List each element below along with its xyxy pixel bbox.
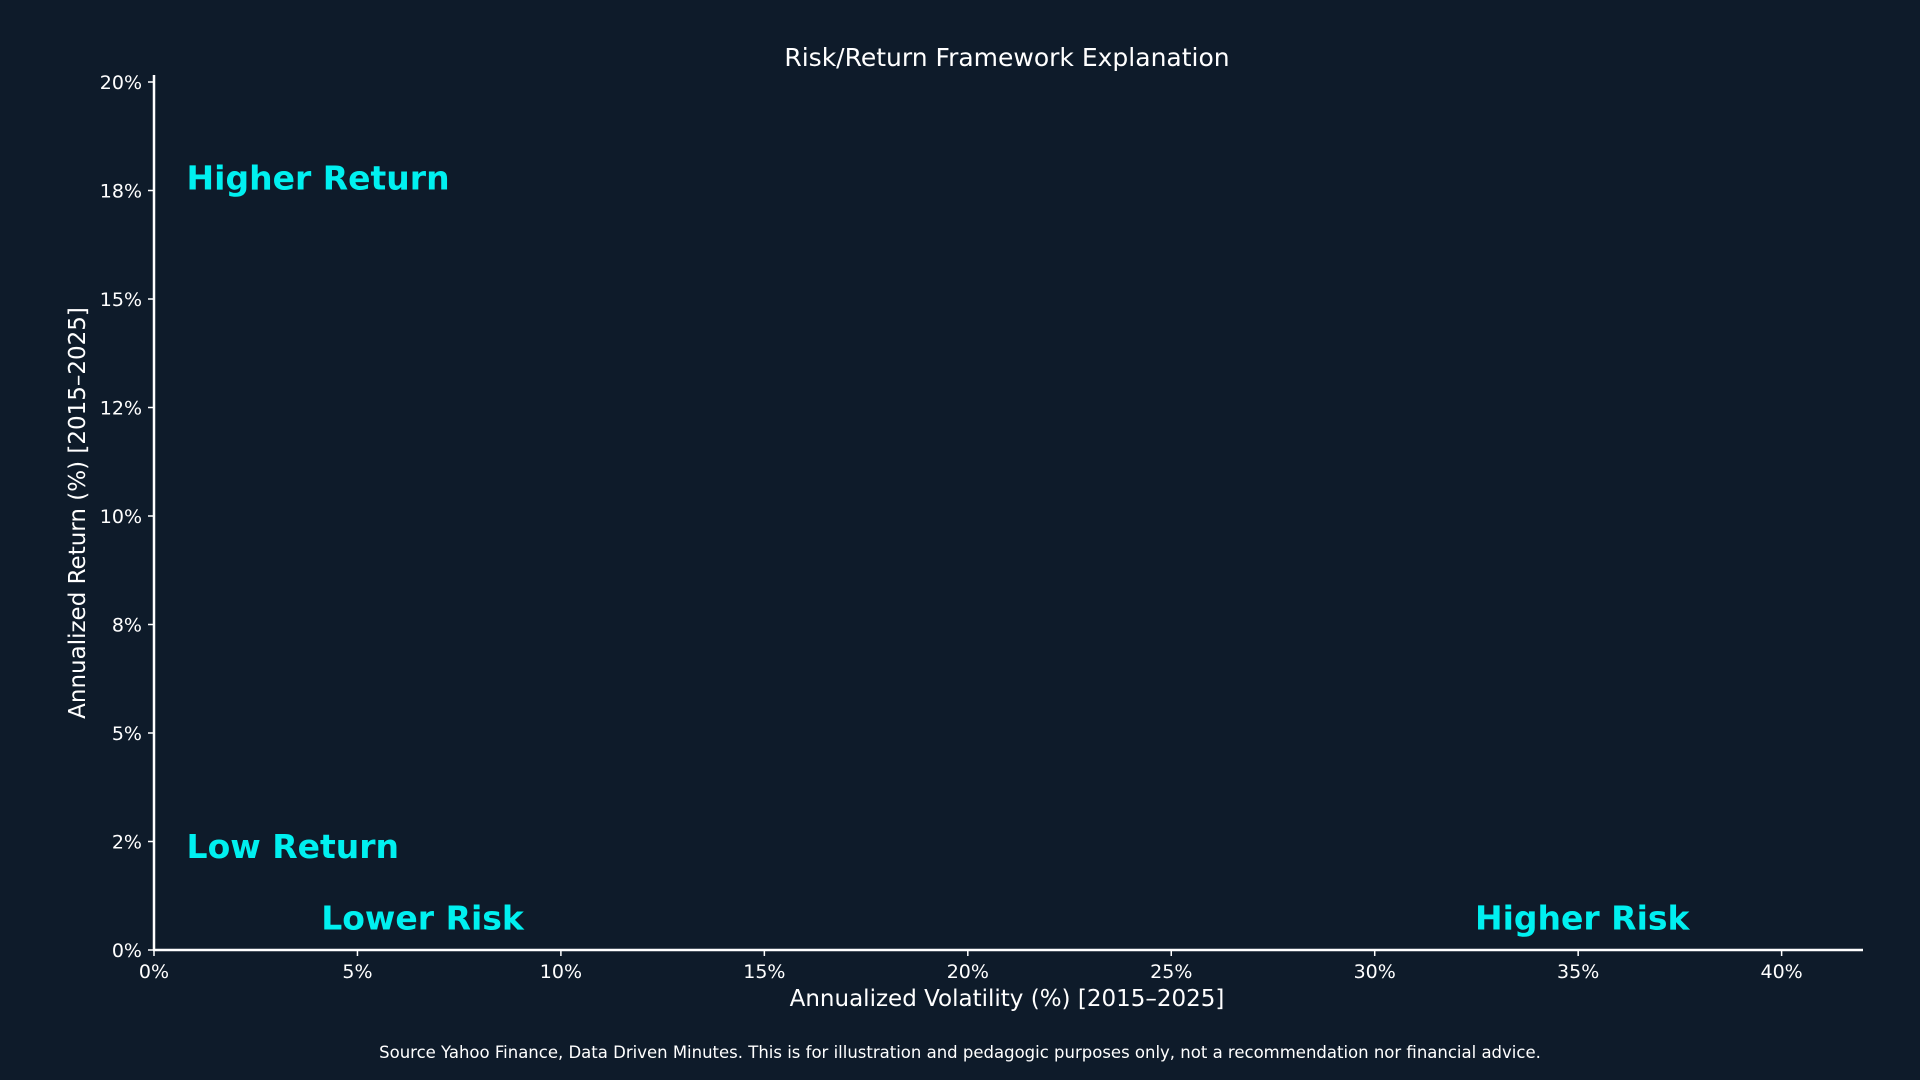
y-tick-label: 20% — [100, 72, 142, 94]
x-tick-label: 20% — [947, 961, 989, 983]
x-tick-label: 40% — [1761, 961, 1803, 983]
y-tick-label: 10% — [100, 506, 142, 528]
x-axis-label: Annualized Volatility (%) [2015–2025] — [790, 986, 1225, 1012]
x-tick-label: 5% — [342, 961, 372, 983]
x-axis-ticks: 0% 5% 10% 15% 20% 25% 30% 35% 40% — [139, 950, 1803, 983]
y-tick-label: 0% — [112, 940, 142, 962]
x-tick-label: 25% — [1150, 961, 1192, 983]
quadrant-annotation: Lower Risk — [321, 898, 525, 937]
y-axis-label: Annualized Return (%) [2015–2025] — [65, 307, 91, 719]
quadrant-annotation: Low Return — [187, 827, 400, 866]
quadrant-annotation: Higher Risk — [1475, 898, 1691, 937]
y-tick-label: 18% — [100, 181, 142, 203]
chart-title: Risk/Return Framework Explanation — [784, 43, 1229, 72]
x-tick-label: 10% — [540, 961, 582, 983]
y-tick-label: 15% — [100, 289, 142, 311]
x-tick-label: 0% — [139, 961, 169, 983]
x-tick-label: 35% — [1557, 961, 1599, 983]
source-footnote: Source Yahoo Finance, Data Driven Minute… — [379, 1043, 1541, 1062]
quadrant-annotation: Higher Return — [187, 158, 450, 197]
y-tick-label: 12% — [100, 398, 142, 420]
y-tick-label: 5% — [112, 723, 142, 745]
y-tick-label: 2% — [112, 832, 142, 854]
x-tick-label: 15% — [743, 961, 785, 983]
y-tick-label: 8% — [112, 615, 142, 637]
annotations-layer: Higher Return Low Return Lower Risk Higher … — [187, 158, 1691, 937]
y-axis-ticks: 0% 2% 5% 8% 10% 12% 15% 18% 20% — [100, 72, 154, 962]
x-tick-label: 30% — [1354, 961, 1396, 983]
